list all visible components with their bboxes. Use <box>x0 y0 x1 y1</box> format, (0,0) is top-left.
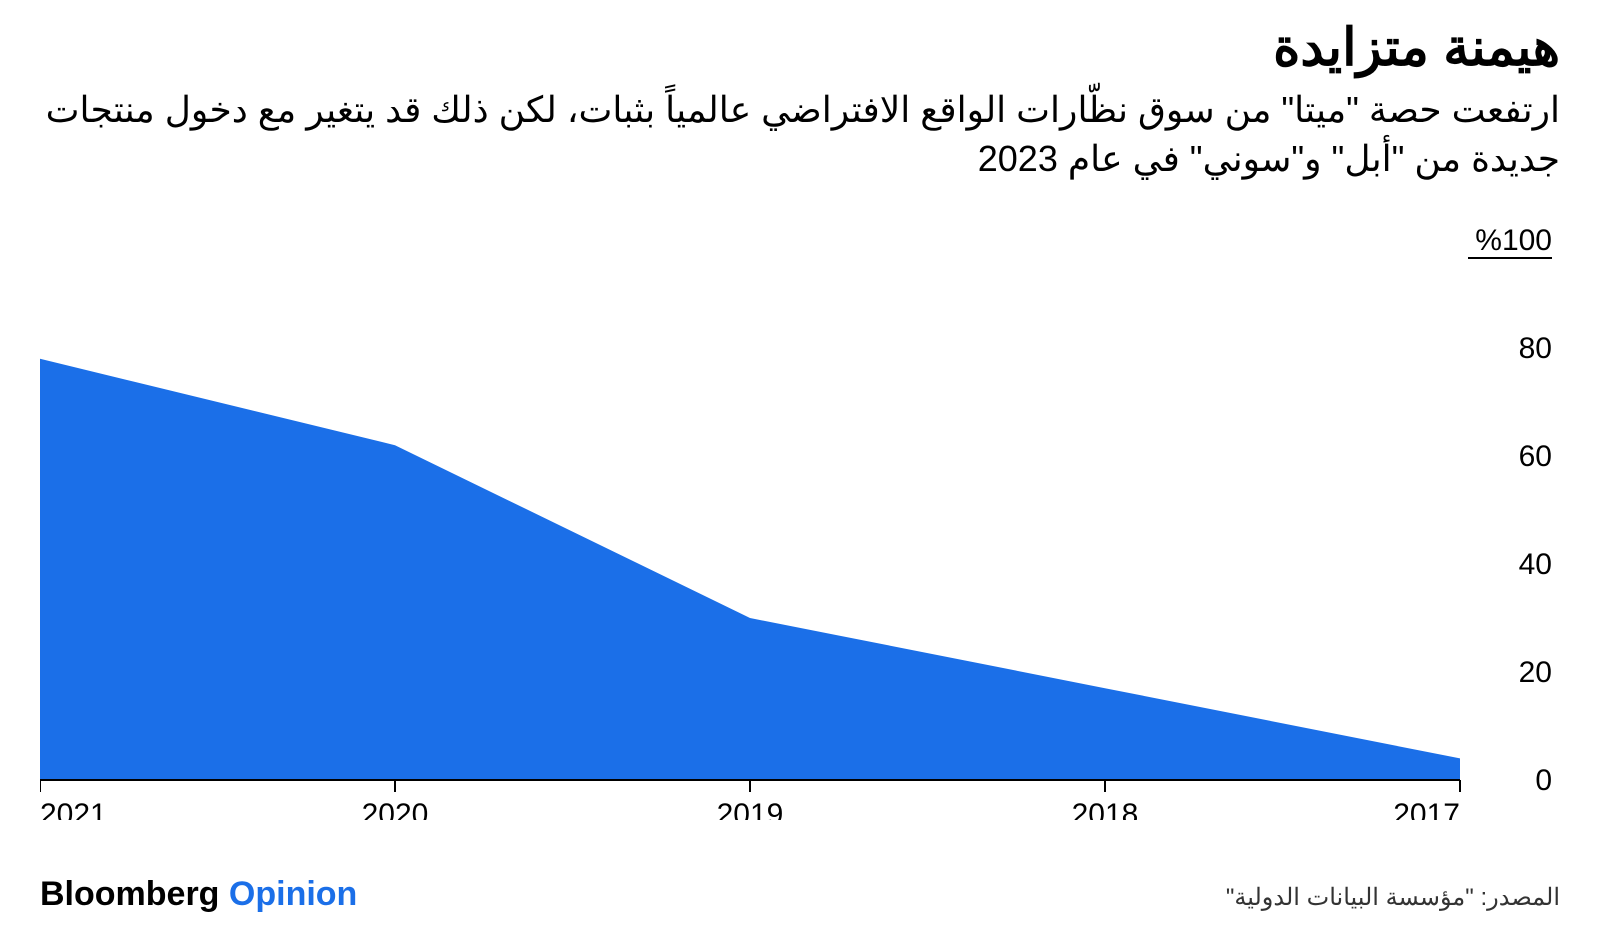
x-axis-label: 2021 <box>40 798 107 820</box>
y-axis-label: %100 <box>1475 224 1552 257</box>
x-axis-label: 2019 <box>717 798 784 820</box>
y-axis-label: 20 <box>1519 656 1552 689</box>
y-axis-label: 60 <box>1519 440 1552 473</box>
y-axis-label: 40 <box>1519 548 1552 581</box>
y-axis-label: 80 <box>1519 332 1552 365</box>
area-series <box>40 359 1460 780</box>
area-chart-svg: 2017 2018 2019 2020 2021 0 20 40 60 80 %100 <box>40 220 1560 820</box>
brand-logo: Bloomberg Opinion <box>40 875 357 914</box>
chart-title: هيمنة متزايدة <box>1273 18 1560 78</box>
x-axis-label: 2017 <box>1393 798 1460 820</box>
brand-bloomberg: Bloomberg <box>40 875 229 913</box>
chart-plot-area: 2017 2018 2019 2020 2021 0 20 40 60 80 %100 <box>40 220 1560 820</box>
chart-source: المصدر: "مؤسسة البيانات الدولية" <box>1226 883 1560 912</box>
chart-container: هيمنة متزايدة ارتفعت حصة "ميتا" من سوق ن… <box>0 0 1600 942</box>
chart-subtitle: ارتفعت حصة "ميتا" من سوق نظّارات الواقع … <box>40 86 1560 183</box>
brand-opinion: Opinion <box>229 875 357 913</box>
y-axis-label: 0 <box>1535 764 1552 797</box>
x-axis-label: 2020 <box>362 798 429 820</box>
x-axis-label: 2018 <box>1072 798 1139 820</box>
